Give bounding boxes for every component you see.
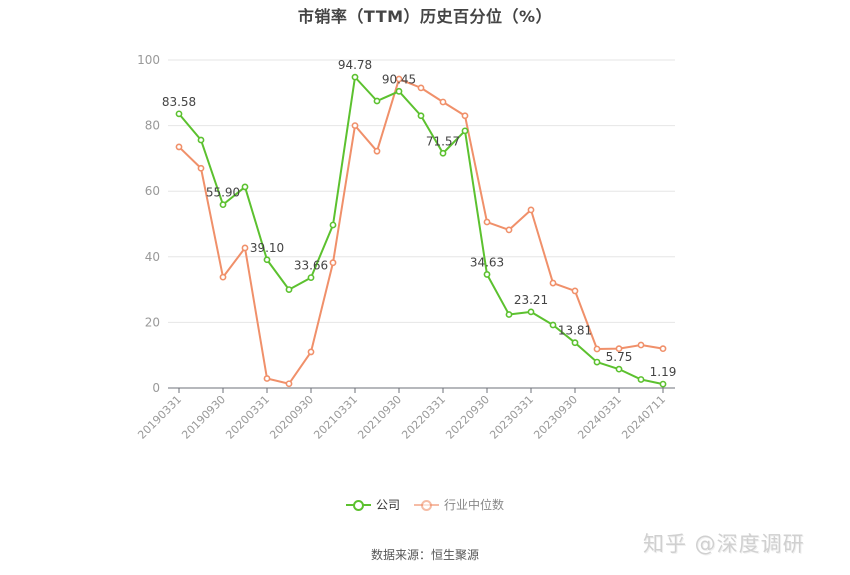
legend-industry-label: 行业中位数: [444, 498, 505, 512]
data-point: [461, 127, 469, 135]
legend-item-industry[interactable]: 行业中位数: [414, 496, 504, 513]
x-tick-label: 20240331: [575, 393, 624, 442]
data-point: [329, 259, 337, 267]
data-point: [571, 339, 579, 347]
line-chart: 0 20 40 60 80 100 2019033120190930202003312020…: [135, 53, 677, 442]
x-tick-label: 20220930: [443, 393, 492, 442]
data-label: 39.10: [250, 241, 284, 255]
x-tick-label: 20190331: [135, 393, 184, 442]
legend-company-line-icon: [345, 498, 371, 512]
data-point: [219, 201, 227, 209]
data-point: [439, 98, 447, 106]
data-point: [483, 218, 491, 226]
x-tick-label: 20240711: [619, 393, 668, 442]
data-label: 34.63: [470, 255, 504, 269]
data-point: [505, 311, 513, 318]
series-company: [175, 73, 667, 388]
x-tick-label: 20230930: [531, 393, 580, 442]
data-point: [307, 348, 315, 356]
data-point: [659, 380, 667, 388]
data-point: [263, 256, 271, 264]
x-tick-label: 20230331: [487, 393, 536, 442]
data-point: [637, 376, 645, 383]
legend-item-company[interactable]: 公司: [345, 496, 400, 513]
data-label: 90.45: [382, 72, 416, 86]
data-point: [549, 279, 557, 287]
data-label: 55.90: [206, 186, 240, 200]
chart-title: 市销率（TTM）历史百分位（%）: [297, 7, 553, 26]
series-line: [178, 78, 664, 385]
x-tick-label: 20220331: [399, 393, 448, 442]
data-label: 13.81: [558, 324, 592, 338]
data-point: [373, 147, 381, 155]
data-point: [637, 341, 645, 349]
data-source-note: 数据来源：恒生聚源: [370, 548, 479, 562]
data-point: [285, 380, 293, 388]
data-label: 1.19: [650, 365, 677, 379]
data-point: [615, 365, 623, 373]
y-tick-label: 100: [137, 53, 160, 67]
data-point: [219, 273, 227, 281]
chart-legend: 公司 行业中位数: [0, 496, 850, 513]
data-label: 94.78: [338, 58, 372, 72]
legend-industry-line-icon: [414, 498, 439, 512]
y-tick-label: 60: [145, 184, 160, 198]
data-point: [615, 345, 623, 353]
data-point: [329, 221, 337, 229]
data-point: [241, 183, 249, 191]
data-point: [549, 321, 557, 329]
data-point: [505, 226, 513, 234]
data-point: [395, 87, 403, 95]
data-point: [351, 73, 359, 81]
data-point: [395, 75, 403, 83]
data-point: [571, 287, 579, 295]
y-tick-label: 80: [145, 119, 160, 133]
data-point: [461, 112, 469, 120]
data-point: [351, 122, 359, 129]
data-point: [241, 244, 249, 252]
series-line: [178, 76, 664, 386]
data-point: [197, 136, 205, 144]
data-label: 23.21: [514, 293, 548, 307]
data-label: 33.66: [294, 259, 328, 273]
x-tick-label: 20210930: [355, 393, 404, 442]
data-point: [373, 97, 381, 105]
data-point: [307, 274, 315, 281]
x-tick-label: 20190930: [179, 393, 228, 442]
watermark: 知乎 @深度调研: [643, 532, 805, 556]
series-industry: [175, 75, 667, 388]
x-tick-label: 20200930: [267, 393, 316, 442]
data-point: [175, 143, 183, 151]
data-point: [417, 112, 425, 120]
y-tick-label: 20: [145, 315, 160, 329]
data-point: [527, 206, 535, 214]
x-tick-label: 20200331: [223, 393, 272, 442]
legend-company-label: 公司: [375, 498, 400, 512]
x-tick-label: 20210331: [311, 393, 360, 442]
data-point: [439, 149, 447, 157]
data-point: [285, 286, 293, 293]
y-tick-label: 40: [145, 250, 160, 264]
data-point: [659, 345, 667, 353]
data-point: [263, 375, 271, 382]
data-point: [483, 271, 491, 278]
data-point: [527, 308, 535, 316]
data-label: 83.58: [162, 95, 196, 109]
data-point: [417, 84, 425, 92]
data-label: 71.57: [426, 134, 460, 148]
data-label: 5.75: [606, 350, 633, 364]
data-point: [197, 164, 205, 172]
data-point: [175, 110, 183, 118]
data-point: [593, 345, 601, 353]
data-point: [593, 358, 601, 366]
y-tick-label: 0: [152, 381, 160, 395]
